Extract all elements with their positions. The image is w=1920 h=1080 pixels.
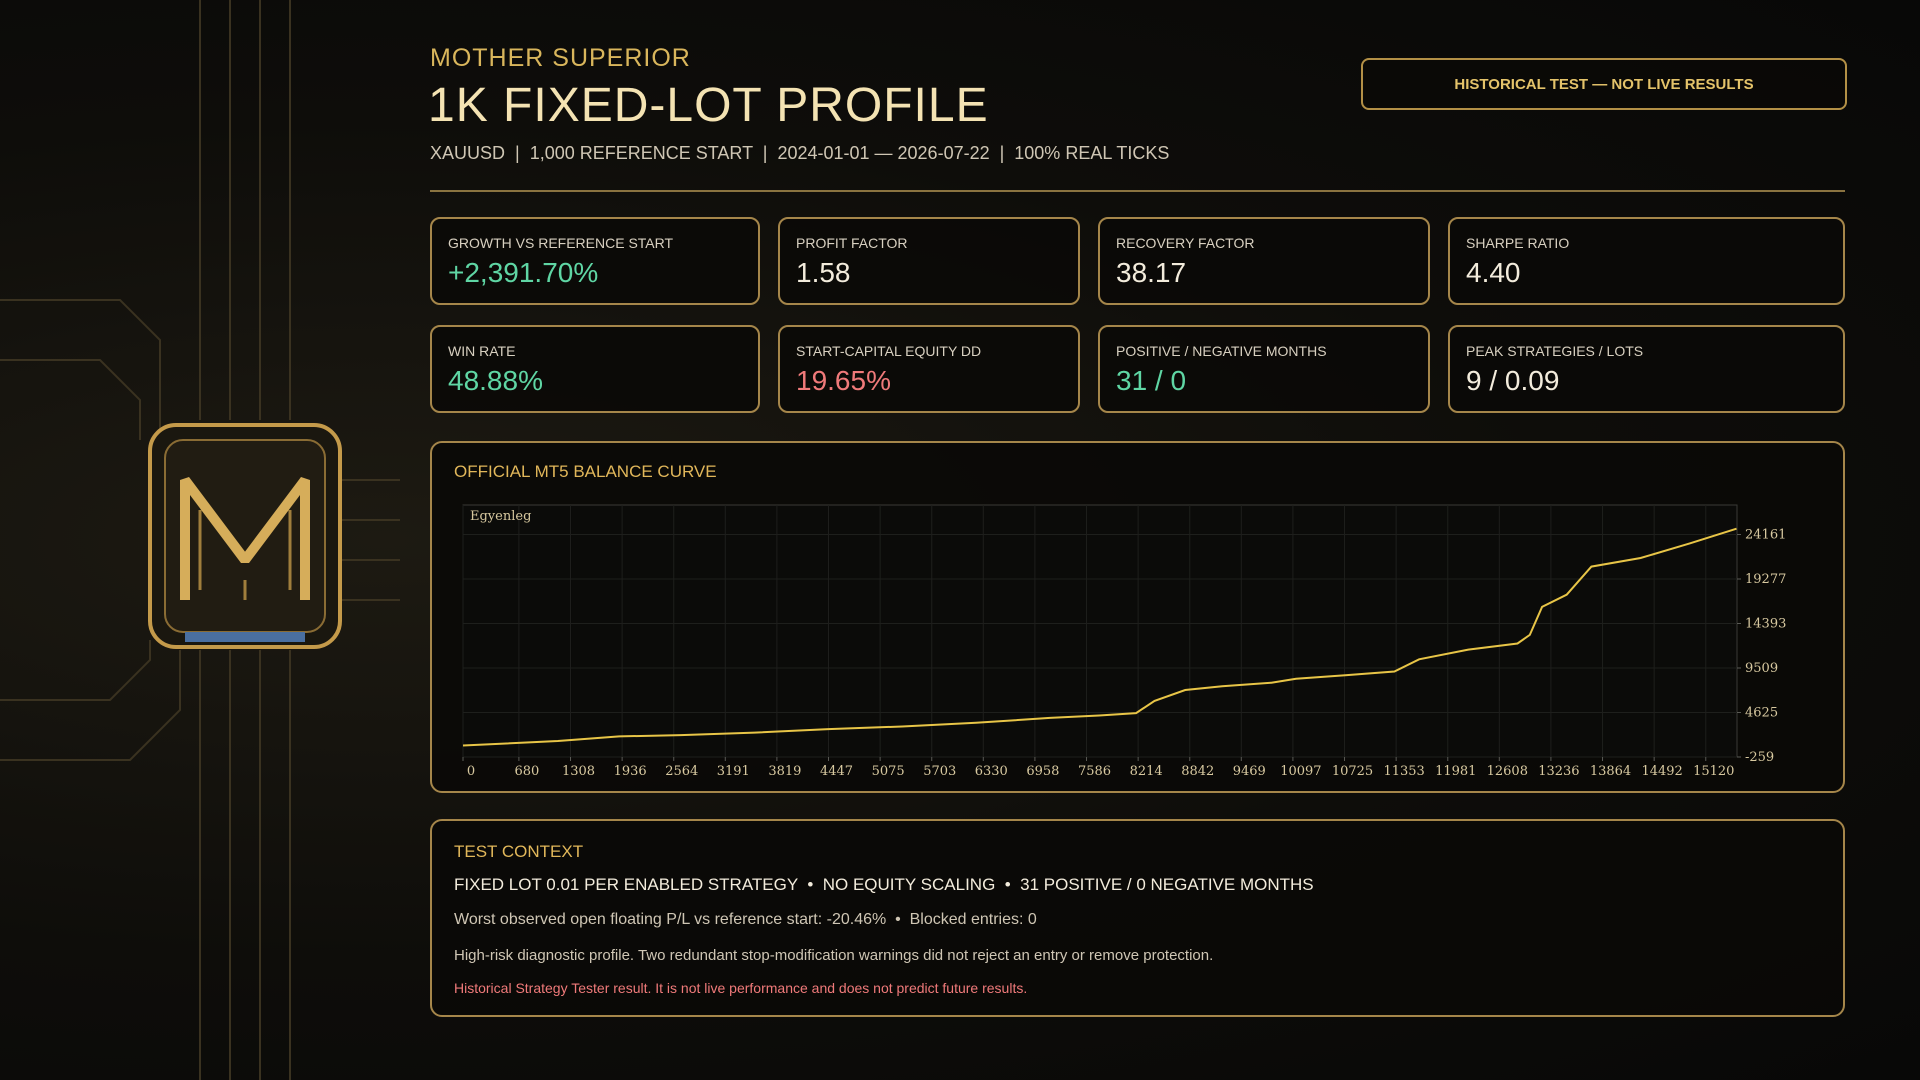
x-tick-label: 4447 bbox=[820, 764, 853, 779]
x-tick-label: 8214 bbox=[1130, 764, 1163, 779]
stat-card: GROWTH VS REFERENCE START +2,391.70% bbox=[430, 217, 760, 305]
x-tick-label: 7586 bbox=[1078, 764, 1111, 779]
stat-card: PEAK STRATEGIES / LOTS 9 / 0.09 bbox=[1448, 325, 1845, 413]
x-tick-label: 12608 bbox=[1487, 764, 1528, 779]
x-tick-label: 5075 bbox=[872, 764, 905, 779]
stat-card: SHARPE RATIO 4.40 bbox=[1448, 217, 1845, 305]
stat-label: PROFIT FACTOR bbox=[796, 235, 908, 251]
x-tick-label: 8842 bbox=[1181, 764, 1214, 779]
stat-card: POSITIVE / NEGATIVE MONTHS 31 / 0 bbox=[1098, 325, 1430, 413]
x-tick-label: 13236 bbox=[1538, 764, 1579, 779]
stat-value: 19.65% bbox=[796, 365, 891, 396]
stat-card: WIN RATE 48.88% bbox=[430, 325, 760, 413]
stat-value: 1.58 bbox=[796, 257, 851, 288]
stat-card: PROFIT FACTOR 1.58 bbox=[778, 217, 1080, 305]
divider bbox=[430, 190, 1845, 192]
y-tick-label: 14393 bbox=[1745, 617, 1786, 632]
context-title: TEST CONTEXT bbox=[454, 842, 584, 861]
x-tick-label: 13864 bbox=[1590, 764, 1631, 779]
stat-card: START-CAPITAL EQUITY DD 19.65% bbox=[778, 325, 1080, 413]
stat-label: GROWTH VS REFERENCE START bbox=[448, 235, 674, 251]
subtitle: XAUUSD | 1,000 REFERENCE START | 2024-01… bbox=[430, 143, 1170, 163]
x-tick-label: 14492 bbox=[1641, 764, 1682, 779]
chart: -259 4625 9509 14393 19277 24161 0 680 1308 1936 2… bbox=[462, 504, 1786, 779]
x-tick-label: 680 bbox=[514, 764, 539, 779]
context-line: High-risk diagnostic profile. Two redund… bbox=[454, 947, 1214, 964]
x-tick-label: 5703 bbox=[923, 764, 956, 779]
x-tick-label: 9469 bbox=[1233, 764, 1266, 779]
x-tick-label: 10725 bbox=[1332, 764, 1373, 779]
chart-panel: OFFICIAL MT5 BALANCE CURVE -259 4625 9509 1… bbox=[430, 441, 1845, 793]
stat-label: WIN RATE bbox=[448, 343, 516, 359]
y-tick-label: 9509 bbox=[1745, 661, 1778, 676]
stat-value: 38.17 bbox=[1116, 257, 1187, 288]
stat-value: +2,391.70% bbox=[448, 257, 599, 288]
x-tick-label: 1308 bbox=[562, 764, 595, 779]
x-tick-label: 11981 bbox=[1435, 764, 1476, 779]
y-tick-label: 24161 bbox=[1745, 528, 1786, 543]
stat-value: 9 / 0.09 bbox=[1466, 365, 1560, 396]
stat-label: RECOVERY FACTOR bbox=[1116, 235, 1255, 251]
stat-label: POSITIVE / NEGATIVE MONTHS bbox=[1116, 343, 1327, 359]
kicker: MOTHER SUPERIOR bbox=[430, 44, 691, 72]
context-line: Worst observed open floating P/L vs refe… bbox=[454, 911, 1037, 928]
stat-label: SHARPE RATIO bbox=[1466, 235, 1570, 251]
circuit-decoration bbox=[0, 0, 400, 1080]
plot-area bbox=[462, 504, 1738, 758]
x-tick-label: 1936 bbox=[614, 764, 647, 779]
badge: HISTORICAL TEST — NOT LIVE RESULTS bbox=[1361, 58, 1847, 110]
balance-line bbox=[462, 527, 1737, 747]
x-tick-label: 3191 bbox=[717, 764, 750, 779]
y-tick-label: 19277 bbox=[1745, 572, 1786, 587]
stat-value: 31 / 0 bbox=[1116, 365, 1187, 396]
stat-value: 48.88% bbox=[448, 365, 543, 396]
x-tick-label: 2564 bbox=[665, 764, 698, 779]
context-panel: TEST CONTEXT FIXED LOT 0.01 PER ENABLED … bbox=[430, 819, 1845, 1017]
stat-card: RECOVERY FACTOR 38.17 bbox=[1098, 217, 1430, 305]
stat-value: 4.40 bbox=[1466, 257, 1521, 288]
y-tick-label: 4625 bbox=[1745, 706, 1778, 721]
x-tick-label: 11353 bbox=[1383, 764, 1424, 779]
chart-title: OFFICIAL MT5 BALANCE CURVE bbox=[454, 462, 717, 481]
stat-label: START-CAPITAL EQUITY DD bbox=[796, 343, 982, 359]
page-title: 1K FIXED-LOT PROFILE bbox=[428, 79, 989, 132]
x-tick-label: 15120 bbox=[1693, 764, 1734, 779]
x-tick-label: 3819 bbox=[768, 764, 801, 779]
x-tick-label: 6958 bbox=[1026, 764, 1059, 779]
stat-label: PEAK STRATEGIES / LOTS bbox=[1466, 343, 1644, 359]
x-tick-label: 0 bbox=[467, 764, 475, 779]
legend-label: Egyenleg bbox=[470, 509, 531, 524]
x-tick-label: 6330 bbox=[975, 764, 1008, 779]
y-tick-label: -259 bbox=[1745, 750, 1774, 765]
x-tick-label: 10097 bbox=[1280, 764, 1321, 779]
context-warning: Historical Strategy Tester result. It is… bbox=[454, 980, 1028, 996]
context-line: FIXED LOT 0.01 PER ENABLED STRATEGY • NO… bbox=[454, 875, 1314, 894]
